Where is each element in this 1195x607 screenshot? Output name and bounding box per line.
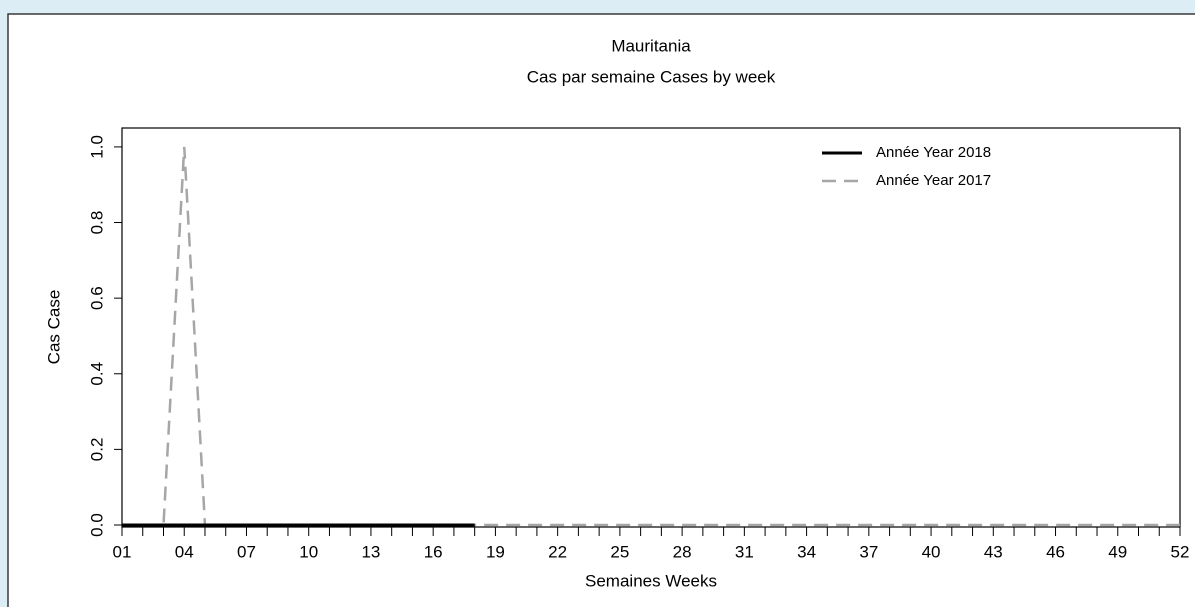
y-axis-label: Cas Case (44, 290, 63, 365)
y-tick-label: 0.0 (87, 513, 106, 537)
x-tick-label: 49 (1108, 542, 1127, 561)
x-tick-label: 34 (797, 542, 816, 561)
y-tick-label: 0.6 (87, 286, 106, 310)
chart-title: Mauritania (611, 36, 691, 55)
x-tick-label: 04 (175, 542, 194, 561)
chart-subtitle: Cas par semaine Cases by week (527, 67, 776, 86)
x-tick-label: 37 (859, 542, 878, 561)
panel (7, 13, 1195, 607)
x-tick-label: 10 (299, 542, 318, 561)
x-tick-label: 07 (237, 542, 256, 561)
x-tick-label: 19 (486, 542, 505, 561)
y-tick-label: 0.8 (87, 211, 106, 235)
y-tick-label: 1.0 (87, 135, 106, 159)
x-tick-label: 22 (548, 542, 567, 561)
x-tick-label: 43 (984, 542, 1003, 561)
plot-frame (121, 127, 1181, 528)
x-tick-label: 52 (1171, 542, 1190, 561)
x-tick-label: 31 (735, 542, 754, 561)
y-tick-label: 0.4 (87, 362, 106, 386)
x-tick-label: 28 (673, 542, 692, 561)
x-tick-label: 16 (424, 542, 443, 561)
legend-label: Année Year 2018 (876, 144, 991, 161)
y-tick-label: 0.2 (87, 438, 106, 462)
x-tick-label: 01 (113, 542, 132, 561)
x-tick-label: 40 (922, 542, 941, 561)
x-tick-label: 13 (361, 542, 380, 561)
x-tick-label: 46 (1046, 542, 1065, 561)
x-tick-label: 25 (610, 542, 629, 561)
x-axis-label: Semaines Weeks (585, 571, 717, 590)
legend-label: Année Year 2017 (876, 172, 991, 189)
